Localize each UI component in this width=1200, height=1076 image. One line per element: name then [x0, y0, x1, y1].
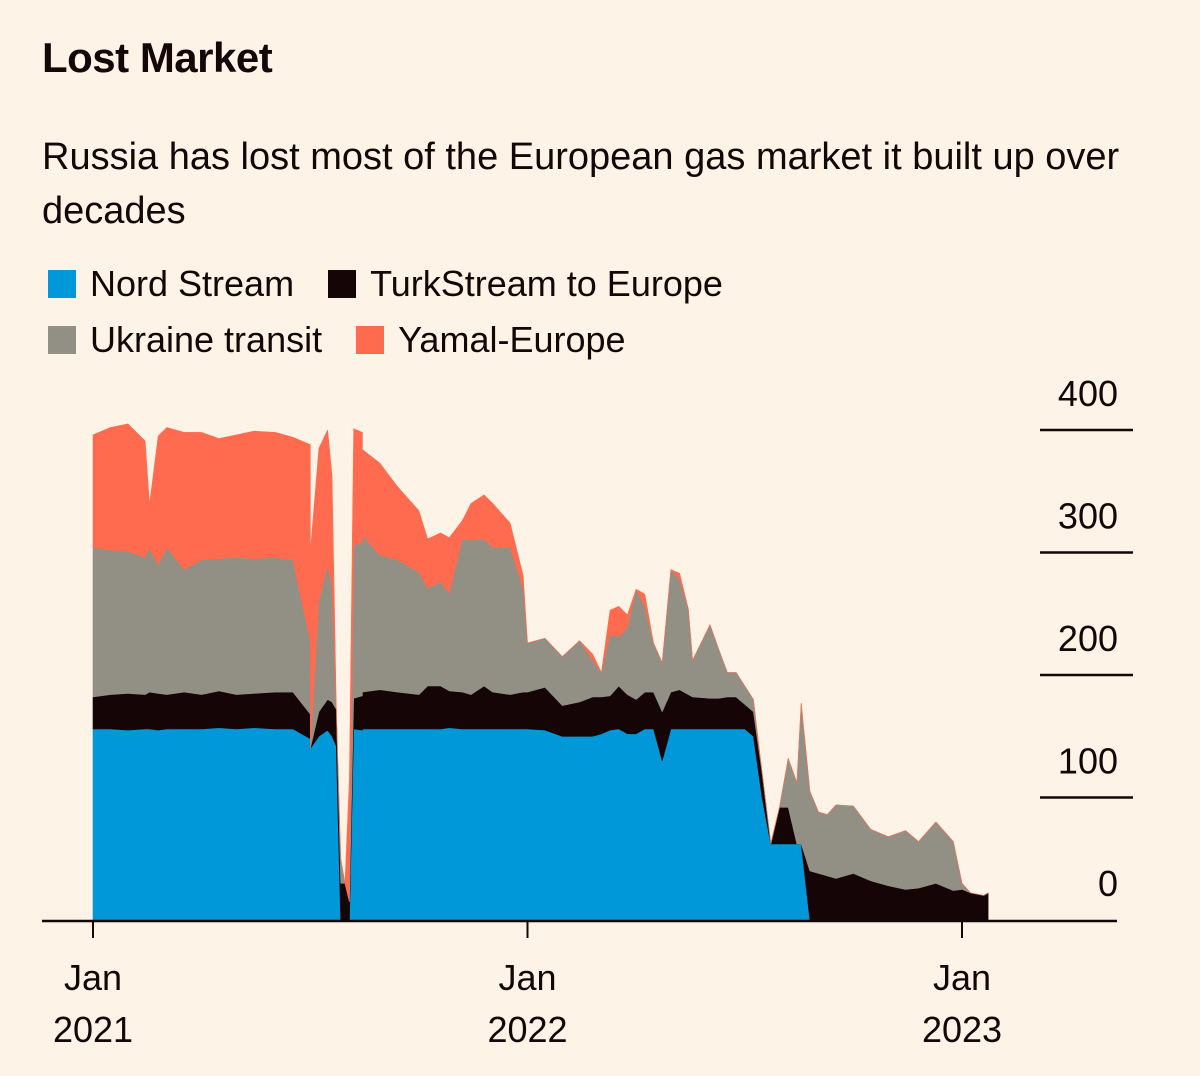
chart-subtitle: Russia has lost most of the European gas…	[42, 136, 1120, 232]
y-tick-label-400: 400	[1058, 373, 1118, 414]
y-axis: 400 300 200 100 0	[1040, 373, 1133, 904]
area-yamal-europe	[92, 423, 989, 902]
legend-label-turkstream: TurkStream to Europe	[370, 263, 723, 304]
legend-label-yamal-europe: Yamal-Europe	[398, 319, 626, 360]
x-tick-label-month-2023: Jan	[933, 957, 991, 998]
legend-label-nord-stream: Nord Stream	[90, 263, 295, 304]
y-tick-label-0: 0	[1098, 863, 1118, 904]
legend-swatch-yamal-europe	[356, 326, 385, 354]
y-tick-label-200: 200	[1058, 618, 1118, 659]
x-axis: Jan 2021 Jan 2022 Jan 2023	[42, 919, 1117, 1050]
legend-row-1: Nord Stream TurkStream to Europe	[48, 256, 757, 312]
legend-swatch-nord-stream	[48, 270, 76, 298]
chart-title: Lost Market	[42, 34, 273, 81]
legend-swatch-turkstream	[328, 270, 357, 298]
legend-swatch-ukraine-transit	[48, 326, 76, 354]
legend-row-2: Ukraine transit Yamal-Europe	[48, 312, 757, 368]
x-tick-label-year-2023: 2023	[922, 1009, 1002, 1050]
y-tick-label-100: 100	[1058, 741, 1118, 782]
legend-item-turkstream: TurkStream to Europe	[328, 263, 723, 305]
legend-label-ukraine-transit: Ukraine transit	[90, 319, 323, 360]
x-tick-label-month-2021: Jan	[64, 957, 122, 998]
x-tick-label-year-2022: 2022	[487, 1009, 567, 1050]
legend-item-ukraine-transit: Ukraine transit	[48, 319, 322, 361]
y-tick-label-300: 300	[1058, 496, 1118, 537]
legend-item-yamal-europe: Yamal-Europe	[356, 319, 626, 361]
x-tick-label-year-2021: 2021	[53, 1009, 133, 1050]
x-tick-label-month-2022: Jan	[498, 957, 556, 998]
area-layers	[92, 423, 989, 921]
legend-item-nord-stream: Nord Stream	[48, 263, 294, 305]
legend: Nord Stream TurkStream to Europe Ukraine…	[48, 256, 757, 368]
